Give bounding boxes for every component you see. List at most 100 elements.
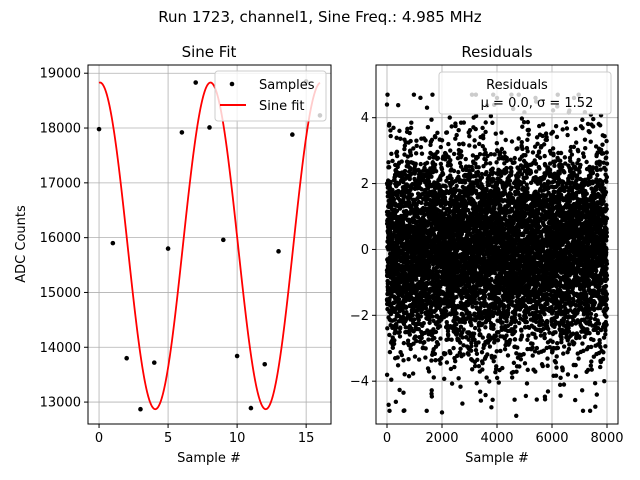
residual-point (395, 363, 401, 368)
residual-point (420, 306, 425, 312)
residual-point (442, 195, 448, 200)
residual-point (454, 322, 459, 327)
residual-point (445, 328, 451, 334)
residual-point (504, 169, 509, 175)
residuals-points-layer (384, 92, 610, 418)
residual-point (473, 126, 478, 132)
residual-point (457, 160, 463, 166)
residual-point (393, 399, 399, 405)
residual-point (416, 357, 422, 362)
residual-point (422, 340, 427, 345)
residual-point (509, 185, 514, 190)
residual-point (484, 375, 489, 380)
sine-fit-ylabel: ADC Counts (14, 205, 29, 283)
sine-fit-y-tick-label: 18000 (40, 122, 81, 137)
residual-point (477, 152, 483, 157)
residual-point (438, 161, 444, 167)
residual-point (487, 344, 493, 349)
residual-point (449, 381, 455, 386)
residual-point (461, 327, 466, 332)
sample-point (221, 237, 226, 243)
residual-point (460, 295, 465, 300)
residual-point (435, 342, 441, 347)
residual-point (409, 120, 414, 125)
residual-point (494, 141, 500, 146)
residual-point (433, 168, 439, 174)
residual-point (429, 117, 434, 122)
residual-point (418, 314, 423, 319)
sine-fit-curve (98, 81, 321, 411)
residual-point (427, 264, 432, 269)
residual-point (409, 185, 414, 191)
residual-point (519, 333, 525, 338)
residual-point (519, 140, 524, 145)
residual-point (443, 184, 448, 189)
residual-point (461, 352, 466, 357)
sample-point (165, 246, 171, 251)
residual-point (438, 144, 443, 150)
residual-point (490, 170, 496, 175)
residual-point (435, 149, 440, 155)
residual-point (413, 334, 418, 339)
residual-point (474, 351, 480, 357)
residual-point (426, 337, 431, 342)
residual-point (402, 408, 407, 413)
residual-point (448, 350, 453, 356)
residual-point (424, 105, 430, 110)
residual-point (432, 335, 437, 341)
residual-point (423, 138, 428, 143)
sample-point (96, 126, 102, 132)
residual-point (489, 276, 494, 282)
residual-point (489, 405, 494, 410)
residual-point (514, 369, 519, 374)
residual-point (430, 92, 435, 97)
residual-point (512, 160, 517, 165)
sample-point (179, 130, 185, 135)
residual-point (438, 361, 443, 366)
residual-point (419, 200, 424, 206)
residual-point (518, 357, 524, 362)
residual-point (466, 352, 471, 357)
residual-point (444, 360, 450, 365)
residual-point (414, 338, 419, 344)
sine-fit-line-layer (98, 81, 321, 411)
residual-point (388, 311, 394, 317)
residual-point (439, 138, 445, 143)
residual-point (480, 335, 485, 340)
residual-point (459, 153, 464, 158)
residual-point (479, 349, 485, 355)
residual-point (394, 153, 400, 159)
residual-point (493, 333, 499, 339)
residual-point (398, 325, 403, 330)
residual-point (444, 130, 450, 135)
residual-point (492, 152, 497, 157)
residual-point (484, 170, 489, 175)
residual-point (427, 320, 432, 326)
residual-point (468, 348, 474, 353)
residual-point (386, 402, 391, 407)
residual-point (395, 355, 400, 360)
residual-point (451, 168, 457, 174)
residual-point (435, 130, 440, 136)
residual-point (411, 341, 416, 346)
residual-point (487, 379, 492, 384)
residual-point (397, 334, 403, 339)
residual-point (448, 162, 453, 168)
figure-suptitle: Run 1723, channel1, Sine Freq.: 4.985 MH… (158, 8, 482, 26)
sine-fit-x-tick-label: 10 (229, 431, 246, 446)
sample-point (276, 249, 281, 254)
sine-fit-panel: Sine Fit 0 5 10 15 130001400015000160001700… (14, 43, 332, 466)
residual-point (454, 294, 459, 300)
residual-point (449, 337, 454, 342)
residual-point (389, 377, 394, 382)
residual-point (506, 305, 511, 311)
residual-point (493, 131, 498, 136)
residual-point (458, 324, 464, 330)
residual-point (403, 325, 408, 330)
residual-point (495, 338, 501, 343)
residual-point (412, 354, 418, 359)
residual-point (446, 141, 451, 147)
residual-point (438, 209, 444, 214)
residual-point (429, 394, 435, 399)
residual-point (453, 136, 458, 141)
